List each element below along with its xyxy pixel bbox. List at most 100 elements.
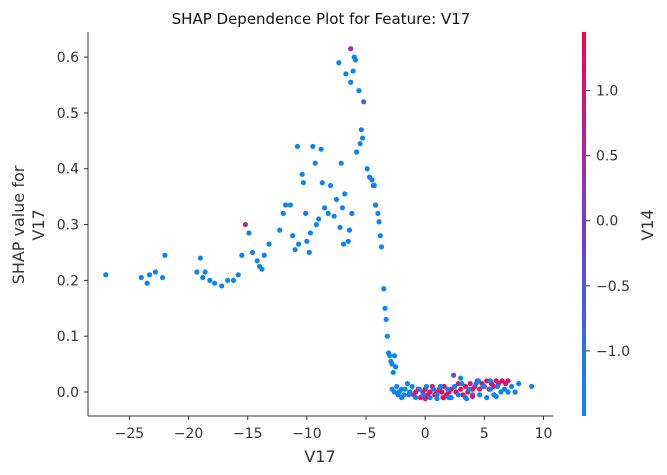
scatter-point bbox=[313, 221, 319, 228]
scatter-point bbox=[390, 369, 396, 376]
colorbar-tick-label: 0.5 bbox=[596, 149, 618, 165]
scatter-point bbox=[359, 135, 366, 141]
scatter-point bbox=[383, 316, 389, 323]
y-axis-title: SHAP value for V17 bbox=[9, 165, 48, 284]
y-tick-label: 0.5 bbox=[57, 106, 79, 122]
scatter-point bbox=[462, 383, 469, 390]
scatter-point bbox=[371, 182, 377, 189]
scatter-point bbox=[307, 230, 314, 236]
scatter-point bbox=[475, 378, 482, 384]
scatter-point bbox=[331, 213, 337, 219]
scatter-point bbox=[319, 180, 325, 186]
scatter-point bbox=[346, 227, 353, 233]
x-tick-label: −25 bbox=[115, 426, 145, 442]
scatter-point bbox=[493, 393, 499, 400]
scatter-point bbox=[393, 364, 399, 370]
scatter-point bbox=[327, 182, 334, 189]
scatter-point bbox=[356, 88, 362, 94]
scatter-point bbox=[446, 394, 452, 401]
scatter-point bbox=[325, 210, 331, 216]
scatter-point bbox=[282, 202, 289, 208]
scatter-point bbox=[152, 269, 159, 275]
scatter-point bbox=[423, 383, 429, 390]
scatter-point bbox=[357, 141, 363, 147]
scatter-point bbox=[342, 191, 348, 197]
scatter-point bbox=[159, 274, 166, 281]
x-tick-label: −10 bbox=[292, 426, 322, 442]
scatter-point bbox=[467, 381, 473, 387]
colorbar-tick-label: 1.0 bbox=[596, 84, 618, 100]
scatter-point bbox=[484, 394, 490, 401]
x-tick-label: −20 bbox=[174, 426, 204, 442]
scatter-point bbox=[391, 389, 398, 395]
scatter-point bbox=[235, 272, 241, 278]
scatter-point bbox=[364, 166, 370, 172]
scatter-point bbox=[299, 171, 305, 177]
colorbar-tick-label: −0.5 bbox=[596, 279, 630, 295]
scatter-point bbox=[312, 160, 318, 166]
scatter-point bbox=[239, 252, 245, 258]
scatter-point bbox=[516, 381, 522, 387]
scatter-point bbox=[505, 389, 511, 395]
scatter-point bbox=[505, 378, 511, 384]
scatter-point bbox=[292, 247, 298, 253]
scatter-point bbox=[296, 241, 302, 247]
scatter-point bbox=[207, 277, 213, 283]
scatter-point bbox=[259, 266, 265, 272]
scatter-point bbox=[225, 277, 231, 283]
scatter-point bbox=[352, 57, 359, 63]
y-tick-label: 0.0 bbox=[57, 385, 79, 401]
colorbar-axis: 1.0 0.5 0.0 −0.5 −1.0 bbox=[586, 84, 630, 360]
scatter-point bbox=[384, 333, 390, 339]
scatter-point bbox=[348, 79, 354, 85]
scatter-point bbox=[369, 177, 375, 183]
scatter-point bbox=[318, 146, 324, 152]
scatter-point bbox=[375, 210, 381, 216]
scatter-point bbox=[501, 386, 508, 392]
x-axis-title: V17 bbox=[304, 447, 335, 466]
scatter-point bbox=[395, 392, 401, 398]
scatter-point bbox=[349, 210, 355, 216]
scatter-point bbox=[487, 378, 493, 384]
scatter-point bbox=[494, 383, 500, 390]
scatter-point bbox=[230, 277, 237, 283]
scatter-point bbox=[430, 386, 437, 392]
scatter-point bbox=[162, 252, 168, 258]
scatter-point bbox=[350, 68, 356, 74]
scatter-point bbox=[416, 386, 422, 392]
scatter-point bbox=[480, 383, 486, 390]
scatter-point bbox=[477, 392, 483, 398]
scatter-point bbox=[212, 280, 218, 286]
scatter-point bbox=[469, 393, 476, 400]
scatter-point bbox=[249, 249, 256, 256]
scatter-point bbox=[343, 71, 349, 77]
scatter-point bbox=[280, 210, 286, 216]
scatter-point bbox=[508, 383, 515, 390]
scatter-point bbox=[420, 392, 426, 398]
scatter-point bbox=[287, 202, 293, 208]
scatter-point bbox=[427, 389, 433, 395]
scatter-point bbox=[340, 241, 347, 247]
colorbar-tick-label: −1.0 bbox=[596, 344, 630, 360]
scatter-point bbox=[409, 383, 415, 390]
scatter-point bbox=[338, 160, 344, 166]
scatter-point bbox=[498, 389, 504, 395]
scatter-point bbox=[422, 396, 428, 402]
scatter-point bbox=[387, 353, 393, 359]
scatter-point bbox=[294, 143, 301, 150]
scatter-point bbox=[458, 386, 464, 392]
scatter-point bbox=[445, 386, 451, 392]
scatter-point bbox=[266, 241, 272, 247]
colorbar bbox=[582, 32, 586, 416]
scatter-point bbox=[348, 46, 354, 52]
scatter-point bbox=[242, 221, 248, 228]
y-tick-label: 0.2 bbox=[57, 273, 79, 289]
scatter-point bbox=[336, 60, 342, 66]
scatter-point bbox=[406, 392, 412, 398]
scatter-point bbox=[306, 249, 312, 256]
scatter-point bbox=[339, 205, 345, 211]
scatter-point bbox=[138, 274, 144, 281]
x-tick-label: −5 bbox=[356, 426, 377, 442]
scatter-points bbox=[103, 46, 535, 402]
